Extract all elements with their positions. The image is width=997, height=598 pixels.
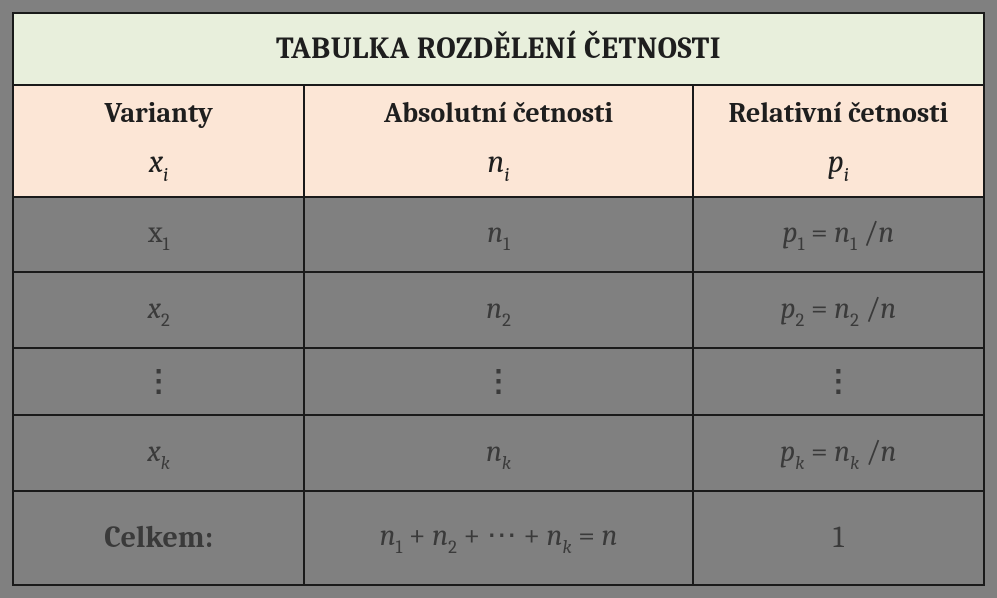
val-base: n (547, 518, 563, 553)
val-base: p (780, 434, 795, 469)
val-base: n (380, 518, 396, 553)
val-base: x (148, 291, 161, 326)
cell-x1: x1 (13, 197, 304, 273)
val-sub: k (502, 452, 511, 474)
val-base: n (486, 291, 502, 326)
val-base: n (834, 215, 850, 250)
header-absolute-symbol: ni (309, 139, 687, 188)
val-sub: 2 (850, 309, 859, 331)
val-sub: 1 (163, 233, 170, 255)
val-sub: 1 (396, 536, 403, 558)
header-relative-label: Relativní četnosti (729, 97, 949, 129)
cell-p1: p1 = n1 /n (693, 197, 984, 273)
cell-n2: n2 (304, 272, 692, 348)
header-variants-label: Varianty (104, 97, 212, 129)
sym-sub: i (504, 163, 509, 186)
val-div: n (880, 291, 896, 326)
table-row: x2 n2 p2 = n2 /n (13, 272, 984, 348)
cell-x2: x2 (13, 272, 304, 348)
sym-base: p (828, 143, 844, 180)
table-header-row: Varianty xi Absolutní četnosti ni Relati… (13, 85, 984, 197)
val-base: p (780, 291, 795, 326)
slash: / (866, 434, 881, 469)
cell-pk: pk = nk /n (693, 415, 984, 491)
val-base: n (834, 291, 850, 326)
cell-n1: n1 (304, 197, 692, 273)
frequency-distribution-table: TABULKA ROZDĚLENÍ ČETNOSTI Varianty xi A… (12, 12, 985, 586)
val-base: n (834, 434, 850, 469)
cell-nk: nk (304, 415, 692, 491)
sym-sub: i (163, 163, 168, 186)
val-sub: 2 (796, 309, 805, 331)
val-sub: 2 (448, 536, 457, 558)
dots-cell: ⋮ (13, 348, 304, 415)
val-base: n (432, 518, 448, 553)
val-div: n (881, 434, 897, 469)
val-base: p (783, 215, 798, 250)
plus: + (523, 518, 546, 553)
equals: = (811, 215, 834, 250)
header-absolute-label: Absolutní četnosti (384, 97, 613, 129)
val-base: x (148, 215, 163, 250)
val-base: n (487, 215, 503, 250)
cell-xk: xk (13, 415, 304, 491)
table-dots-row: ⋮ ⋮ ⋮ (13, 348, 984, 415)
val-div: n (878, 215, 894, 250)
table-total-row: Celkem: n1 + n2 + ⋯ + nk = n 1 (13, 491, 984, 585)
dots-cell: ⋮ (304, 348, 692, 415)
val-sub: k (850, 452, 859, 474)
header-relative-symbol: pi (698, 139, 979, 188)
val-sub: 1 (503, 233, 510, 255)
total-n-sum: n1 + n2 + ⋯ + nk = n (304, 491, 692, 585)
equals: = (578, 518, 601, 553)
val-base: x (147, 434, 160, 469)
header-variants-symbol: xi (18, 139, 299, 188)
val-sub: 2 (161, 309, 170, 331)
table-title: TABULKA ROZDĚLENÍ ČETNOSTI (13, 13, 984, 85)
val-sub: k (161, 452, 170, 474)
header-variants: Varianty xi (13, 85, 304, 197)
plus: + (409, 518, 432, 553)
slash: / (866, 291, 881, 326)
val-sub: 1 (798, 233, 805, 255)
total-label: Celkem: (13, 491, 304, 585)
table-row: x1 n1 p1 = n1 /n (13, 197, 984, 273)
sym-sub: i (844, 163, 849, 186)
hdots: ⋯ (487, 518, 517, 553)
plus: + (463, 518, 486, 553)
val-sub: 1 (850, 233, 857, 255)
header-relative: Relativní četnosti pi (693, 85, 984, 197)
equals: = (811, 291, 834, 326)
val-rhs: n (601, 518, 617, 553)
equals: = (811, 434, 834, 469)
val-sub: k (563, 536, 572, 558)
val-base: n (486, 434, 502, 469)
table-row: xk nk pk = nk /n (13, 415, 984, 491)
header-absolute: Absolutní četnosti ni (304, 85, 692, 197)
table-title-row: TABULKA ROZDĚLENÍ ČETNOSTI (13, 13, 984, 85)
val-sub: 2 (502, 309, 511, 331)
sym-base: n (487, 143, 504, 180)
total-p-sum: 1 (693, 491, 984, 585)
dots-cell: ⋮ (693, 348, 984, 415)
sym-base: x (149, 143, 163, 180)
val-sub: k (795, 452, 804, 474)
cell-p2: p2 = n2 /n (693, 272, 984, 348)
slash: / (863, 215, 878, 250)
